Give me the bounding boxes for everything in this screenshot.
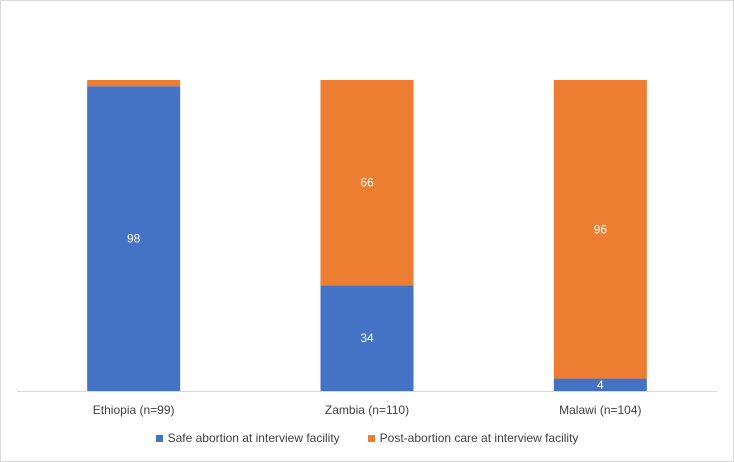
data-label-safe-abortion-0: 98 [127, 232, 141, 246]
data-label-post-abortion-care-2: 96 [594, 222, 608, 236]
legend-swatch-post-abortion-care [367, 434, 375, 442]
x-tick-label-2: Malawi (n=104) [559, 403, 641, 417]
legend-swatch-safe-abortion [155, 434, 163, 442]
legend: Safe abortion at interview facility Post… [1, 431, 733, 445]
bar-safe-abortion-2 [553, 378, 647, 391]
legend-label-post-abortion-care: Post-abortion care at interview facility [379, 431, 579, 445]
x-tick-label-1: Zambia (n=110) [325, 403, 409, 417]
bar-post-abortion-care-1 [320, 80, 414, 286]
bar-safe-abortion-1 [320, 285, 414, 391]
bar-post-abortion-care-2 [553, 80, 647, 379]
data-label-post-abortion-care-1: 66 [360, 176, 374, 190]
stacked-bar-chart: 98 Ethiopia (n=99) 34 66 Zambia (n=110) 4 96 Ma… [17, 80, 717, 417]
legend-label-safe-abortion: Safe abortion at interview facility [167, 431, 340, 445]
x-tick-label-0: Ethiopia (n=99) [93, 403, 175, 417]
data-label-safe-abortion-1: 34 [360, 331, 374, 345]
bar-post-abortion-care-0 [87, 80, 181, 87]
bar-safe-abortion-0 [87, 86, 181, 391]
data-label-safe-abortion-2: 4 [597, 378, 604, 392]
legend-item-safe-abortion: Safe abortion at interview facility [155, 431, 340, 445]
legend-item-post-abortion-care: Post-abortion care at interview facility [367, 431, 579, 445]
